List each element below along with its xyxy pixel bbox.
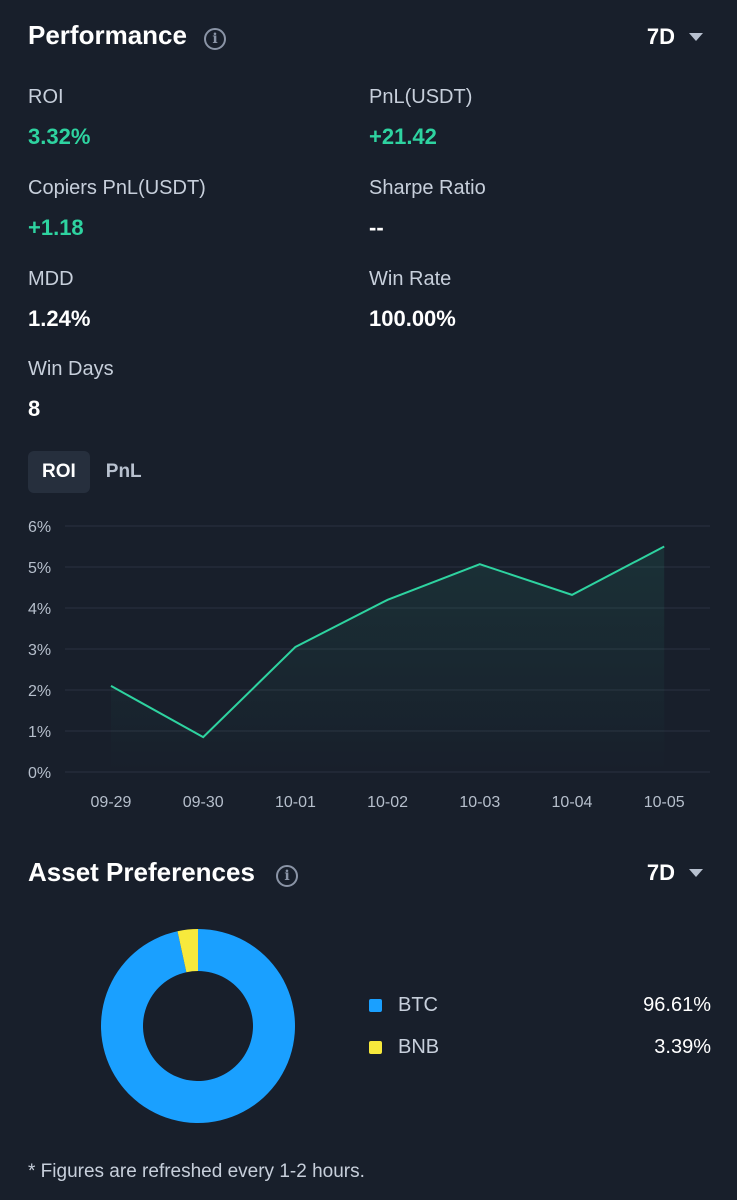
metric-value: -- — [369, 215, 384, 240]
info-icon[interactable]: i — [276, 865, 298, 887]
x-tick-label: 10-03 — [459, 794, 500, 811]
y-tick-label: 2% — [28, 683, 51, 700]
asset-period-dropdown[interactable]: 7D — [647, 860, 703, 886]
metric-label: PnL(USDT) — [369, 86, 473, 108]
performance-period-dropdown[interactable]: 7D — [647, 24, 703, 50]
chart-tabs: ROI PnL — [28, 451, 156, 493]
metric-value: 1.24% — [28, 306, 91, 331]
y-tick-label: 0% — [28, 765, 51, 782]
y-tick-label: 1% — [28, 724, 51, 741]
legend-label: BTC — [398, 993, 438, 1016]
roi-area-fill — [111, 546, 665, 772]
metric-value: 3.32% — [28, 124, 91, 149]
footnote: * Figures are refreshed every 1-2 hours. — [28, 1161, 365, 1182]
performance-title: Performance — [28, 20, 187, 50]
metric-value: 100.00% — [369, 306, 456, 331]
tab-pnl[interactable]: PnL — [105, 461, 142, 482]
y-tick-label: 3% — [28, 642, 51, 659]
donut-slice-bnb[interactable] — [177, 929, 198, 973]
legend-item-btc: BTC 96.61% — [369, 990, 711, 1020]
asset-donut-chart — [100, 929, 295, 1123]
legend-item-bnb: BNB 3.39% — [369, 1032, 711, 1062]
metric-label: Sharpe Ratio — [369, 177, 486, 199]
asset-legend: BTC 96.61% BNB 3.39% — [369, 990, 711, 1062]
y-tick-label: 6% — [28, 519, 51, 536]
donut-slice-btc[interactable] — [100, 929, 295, 1123]
metric-value: +21.42 — [369, 124, 437, 149]
metric-label: Win Rate — [369, 268, 452, 290]
bnb-swatch — [369, 1040, 382, 1054]
metric-label: MDD — [28, 268, 74, 290]
info-icon[interactable]: i — [204, 28, 226, 50]
period-label: 7D — [646, 24, 675, 49]
x-tick-label: 09-29 — [91, 794, 132, 811]
roi-chart: 0% 1% 2% 3% 4% 5% 6% 09-29 09-30 10-01 10-02 10-03 1… — [28, 519, 710, 811]
btc-swatch — [369, 998, 382, 1012]
period-label: 7D — [646, 860, 675, 885]
metric-value: +1.18 — [28, 215, 84, 240]
metric-label: ROI — [28, 86, 64, 108]
legend-value: 3.39% — [654, 1035, 711, 1058]
legend-label: BNB — [398, 1035, 440, 1058]
chevron-down-icon — [689, 33, 703, 41]
metric-value: 8 — [28, 396, 41, 421]
x-tick-label: 09-30 — [183, 794, 224, 811]
y-tick-label: 5% — [28, 560, 51, 577]
asset-preferences-title: Asset Preferences — [28, 857, 255, 887]
x-tick-label: 10-04 — [552, 794, 593, 811]
x-tick-label: 10-02 — [367, 794, 408, 811]
metric-label: Copiers PnL(USDT) — [28, 177, 206, 199]
legend-value: 96.61% — [643, 993, 711, 1016]
tab-roi[interactable]: ROI — [28, 451, 90, 493]
x-tick-label: 10-05 — [644, 794, 685, 811]
chevron-down-icon — [689, 869, 703, 877]
metric-label: Win Days — [28, 358, 114, 380]
x-tick-label: 10-01 — [275, 794, 316, 811]
y-tick-label: 4% — [28, 601, 51, 618]
